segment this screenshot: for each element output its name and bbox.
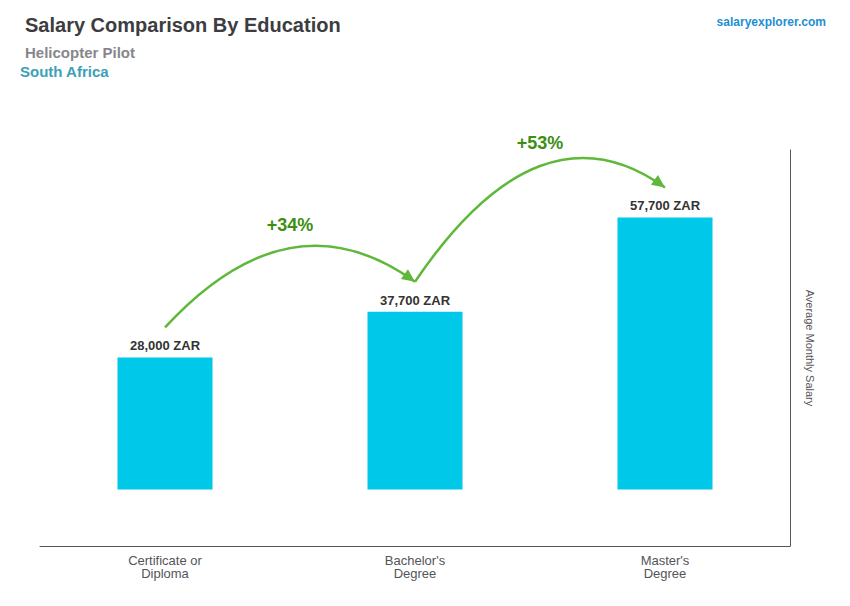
svg-text:+34%: +34% [267,215,314,235]
svg-text:Certificate or: Certificate or [128,553,202,568]
svg-text:Average Monthly Salary: Average Monthly Salary [804,290,816,407]
svg-text:salaryexplorer.com: salaryexplorer.com [717,15,826,29]
svg-text:Degree: Degree [394,566,437,581]
svg-text:28,000 ZAR: 28,000 ZAR [130,338,201,353]
svg-text:57,700 ZAR: 57,700 ZAR [630,198,701,213]
svg-text:South Africa: South Africa [20,63,109,80]
svg-text:+53%: +53% [517,133,564,153]
svg-text:Diploma: Diploma [141,566,189,581]
svg-text:Master's: Master's [640,553,690,568]
svg-text:Salary Comparison By Education: Salary Comparison By Education [25,14,341,36]
svg-text:Bachelor's: Bachelor's [384,553,446,568]
svg-text:Helicopter Pilot: Helicopter Pilot [25,44,135,61]
svg-text:Degree: Degree [644,566,687,581]
svg-text:37,700 ZAR: 37,700 ZAR [380,293,451,308]
